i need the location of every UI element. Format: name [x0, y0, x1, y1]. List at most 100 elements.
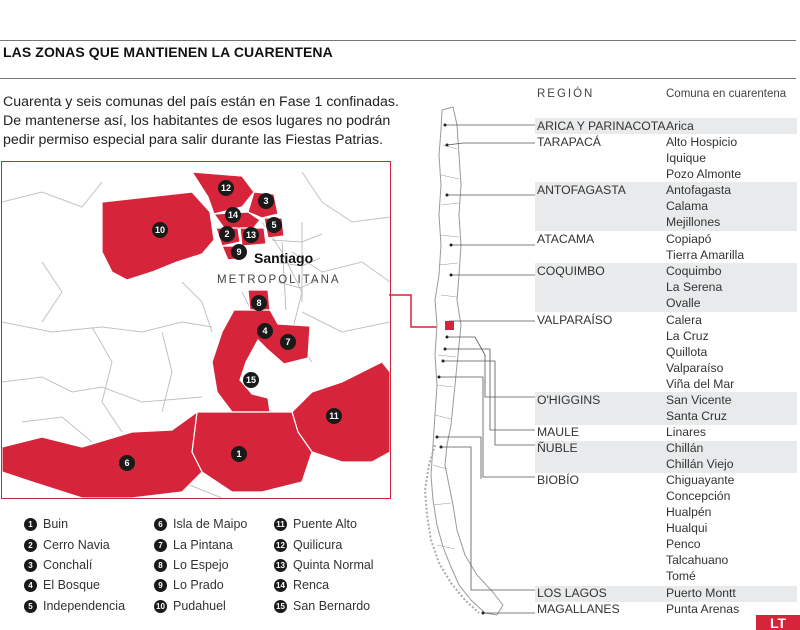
- legend-number: 5: [24, 599, 37, 613]
- legend-label: Quilicura: [293, 538, 343, 552]
- comuna-name: La Serena: [666, 280, 723, 294]
- legend-number: 3: [24, 558, 37, 572]
- comuna-name: Arica: [666, 119, 694, 133]
- marker-3: 3: [258, 193, 274, 209]
- chile-outline: [430, 106, 504, 616]
- legend-item: 3 Conchalí: [24, 556, 92, 574]
- legend-label: Lo Prado: [173, 578, 224, 592]
- legend-label: Isla de Maipo: [173, 517, 248, 531]
- region-name: LOS LAGOS: [537, 586, 607, 600]
- legend-item: 4 El Bosque: [24, 576, 100, 594]
- comuna-name: Tierra Amarilla: [666, 248, 745, 262]
- comuna-name: Viña del Mar: [666, 377, 735, 391]
- legend-number: 1: [24, 517, 37, 531]
- marker-5: 5: [266, 217, 282, 233]
- region-name: COQUIMBO: [537, 264, 605, 278]
- legend-label: San Bernardo: [293, 599, 371, 613]
- marker-8: 8: [251, 295, 267, 311]
- legend-label: Pudahuel: [173, 599, 226, 613]
- comuna-name: Santa Cruz: [666, 409, 727, 423]
- publisher-logo: LT: [756, 615, 800, 630]
- comuna-name: Calama: [666, 199, 708, 213]
- region-name: MAGALLANES: [537, 602, 620, 616]
- marker-9: 9: [231, 244, 247, 260]
- legend-number: 6: [154, 517, 167, 531]
- comuna-name: Calera: [666, 313, 702, 327]
- comuna-name: Coquimbo: [666, 264, 722, 278]
- metropolitana-map: Santiago METROPOLITANA 1 2 3 4 5 6 7 8 9…: [1, 161, 391, 499]
- region-name: ÑUBLE: [537, 441, 578, 455]
- legend-number: 10: [154, 599, 167, 613]
- band-loslagos: [535, 586, 797, 602]
- legend-number: 8: [154, 558, 167, 572]
- marker-13: 13: [243, 227, 259, 243]
- comuna-name: Chiguayante: [666, 473, 735, 487]
- comuna-name: Hualqui: [666, 521, 708, 535]
- legend-number: 15: [274, 599, 287, 613]
- region-name: BIOBÍO: [537, 473, 579, 487]
- metropolitana-label: METROPOLITANA: [217, 274, 341, 286]
- metropolitana-map-svg: [2, 171, 390, 498]
- header-region: REGIÓN: [537, 88, 595, 100]
- band-ohiggins: [535, 392, 797, 425]
- comuna-name: Iquique: [666, 151, 706, 165]
- comuna-name: Chillán Viejo: [666, 457, 734, 471]
- marker-4: 4: [257, 323, 273, 339]
- band-nuble: [535, 441, 797, 473]
- region-name: VALPARAÍSO: [537, 313, 613, 327]
- legend-label: Lo Espejo: [173, 558, 229, 572]
- legend-item: 8 Lo Espejo: [154, 556, 229, 574]
- marker-7: 7: [280, 334, 296, 350]
- legend-label: Puente Alto: [293, 517, 357, 531]
- comuna-name: Ovalle: [666, 296, 701, 310]
- comuna-name: La Cruz: [666, 329, 709, 343]
- santiago-label: Santiago: [254, 250, 314, 266]
- legend-label: Independencia: [43, 599, 126, 613]
- legend-label: La Pintana: [173, 538, 233, 552]
- band-antofagasta: [535, 182, 797, 231]
- comuna-name: Chillán: [666, 441, 704, 455]
- legend-item: 7 La Pintana: [154, 536, 233, 554]
- legend-item: 6 Isla de Maipo: [154, 515, 247, 533]
- comuna-name: Linares: [666, 425, 706, 439]
- comuna-name: Valparaíso: [666, 361, 724, 375]
- region-name: ATACAMA: [537, 232, 595, 246]
- region-name: TARAPACÁ: [537, 135, 601, 149]
- legend-label: Quinta Normal: [293, 558, 374, 572]
- comuna-name: Mejillones: [666, 215, 721, 229]
- legend-label: El Bosque: [43, 578, 100, 592]
- legend-number: 4: [24, 578, 37, 592]
- legend-label: Renca: [293, 578, 330, 592]
- comuna-name: Pozo Almonte: [666, 167, 742, 181]
- marker-2: 2: [219, 226, 235, 242]
- intro-line-3: pedir permiso especial para salir durant…: [3, 132, 384, 148]
- legend-item: 9 Lo Prado: [154, 576, 224, 594]
- comuna-name: Concepción: [666, 489, 731, 503]
- marker-11: 11: [326, 408, 342, 424]
- legend-item: 2 Cerro Navia: [24, 536, 110, 554]
- comuna-name: Alto Hospicio: [666, 135, 738, 149]
- marker-14: 14: [225, 207, 241, 223]
- legend-item: 12 Quilicura: [274, 536, 342, 554]
- legend-item: 15 San Bernardo: [274, 597, 370, 615]
- legend-number: 13: [274, 558, 287, 572]
- legend-label: Cerro Navia: [43, 538, 110, 552]
- marker-15: 15: [243, 372, 259, 388]
- legend-item: 10 Pudahuel: [154, 597, 226, 615]
- marker-6: 6: [119, 455, 135, 471]
- marker-12: 12: [218, 180, 234, 196]
- comuna-name: Copiapó: [666, 232, 712, 246]
- legend-item: 11 Puente Alto: [274, 515, 357, 533]
- region-name: O'HIGGINS: [537, 393, 601, 407]
- intro-line-1: Cuarenta y seis comunas del país están e…: [3, 94, 399, 110]
- comuna-name: Tomé: [666, 569, 696, 583]
- legend-number: 12: [274, 538, 287, 552]
- legend-number: 14: [274, 578, 287, 592]
- marker-10: 10: [152, 222, 168, 238]
- comuna-name: Hualpén: [666, 505, 712, 519]
- legend-label: Buin: [43, 517, 69, 531]
- comuna-name: Punta Arenas: [666, 602, 740, 616]
- region-name: ANTOFAGASTA: [537, 183, 626, 197]
- top-rule: [0, 40, 796, 41]
- comuna-name: Puerto Montt: [666, 586, 736, 600]
